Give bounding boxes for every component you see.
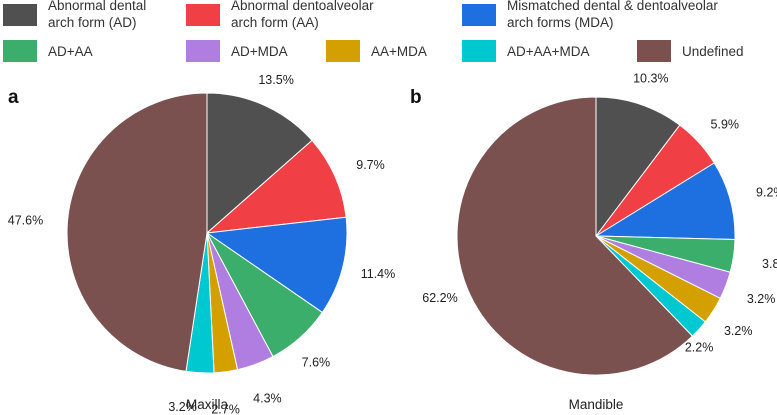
legend-label: AD+AA — [48, 44, 93, 59]
panel-letter: a — [8, 87, 19, 108]
slice-label: 47.6% — [8, 213, 43, 227]
legend-item-undefined: Undefined — [637, 40, 744, 62]
panel-maxilla: 13.5% 9.7% 11.4% 7.6% 4.3% 2.7% 3.2% 47.6% a Maxi… — [8, 73, 395, 415]
slice-label: 13.5% — [258, 73, 293, 87]
legend-label: Mismatched dental & dentoalveolar — [507, 0, 718, 13]
pie-slice-mda — [205, 216, 348, 314]
legend-swatch — [326, 40, 360, 62]
legend-swatch — [186, 4, 220, 26]
legend-swatch — [3, 40, 37, 62]
slice-label: 11.4% — [361, 267, 396, 281]
panel-mandible: 10.3% 5.9% 9.2% 3.8% 3.2% 3.2% 2.2% 62.2% b Mandi… — [410, 72, 777, 412]
slice-label: 5.9% — [711, 117, 740, 131]
pie-slice-aa — [205, 139, 347, 234]
legend-swatch — [637, 40, 671, 62]
legend-swatch — [3, 4, 37, 26]
slice-label: 2.7% — [211, 403, 240, 415]
slice-label: 9.2% — [756, 186, 777, 200]
slice-label: 3.2% — [724, 324, 753, 338]
legend-swatch — [462, 40, 496, 62]
legend-item-ad-mda: AD+MDA — [186, 40, 288, 62]
slice-label: 62.2% — [422, 291, 457, 305]
legend-item-ad-aa-mda: AD+AA+MDA — [462, 40, 590, 62]
legend-label: arch form (AD) — [48, 15, 137, 30]
legend-label: AD+MDA — [231, 44, 288, 59]
legend-item-aa: Abnormal dentoalveolar arch form (AA) — [186, 0, 374, 30]
chart-title: Maxilla — [186, 397, 229, 412]
slice-label: 9.7% — [356, 158, 385, 172]
legend-item-ad-aa: AD+AA — [3, 40, 93, 62]
chart-title: Mandible — [569, 397, 624, 412]
legend-label: Abnormal dentoalveolar — [231, 0, 374, 13]
legend-label: AD+AA+MDA — [507, 44, 590, 59]
panel-letter: b — [410, 87, 422, 108]
legend-label: Undefined — [682, 44, 744, 59]
legend-item-aa-mda: AA+MDA — [326, 40, 427, 62]
legend-label: Abnormal dental — [48, 0, 146, 13]
pie-slice-ad — [206, 92, 313, 235]
slice-label: 3.2% — [747, 292, 776, 306]
legend-item-mda: Mismatched dental & dentoalveolar arch fo… — [462, 0, 718, 30]
slice-label: 2.2% — [685, 340, 714, 354]
pie-slice-ad — [595, 96, 681, 238]
slice-label: 4.3% — [253, 392, 282, 406]
pie-slice-undefined — [66, 92, 208, 372]
legend-item-ad: Abnormal dental arch form (AD) — [3, 0, 146, 30]
pie-slice-undefined — [456, 96, 694, 376]
slice-label: 10.3% — [633, 72, 668, 86]
slice-label: 3.8% — [762, 257, 777, 271]
slice-label: 3.2% — [168, 400, 197, 414]
legend-swatch — [462, 4, 496, 26]
legend-label: AA+MDA — [371, 44, 427, 59]
pie-slice-mda — [594, 162, 736, 241]
legend-swatch — [186, 40, 220, 62]
legend-label: arch forms (MDA) — [507, 15, 614, 30]
legend-label: arch form (AA) — [231, 15, 319, 30]
slice-label: 7.6% — [302, 355, 331, 369]
